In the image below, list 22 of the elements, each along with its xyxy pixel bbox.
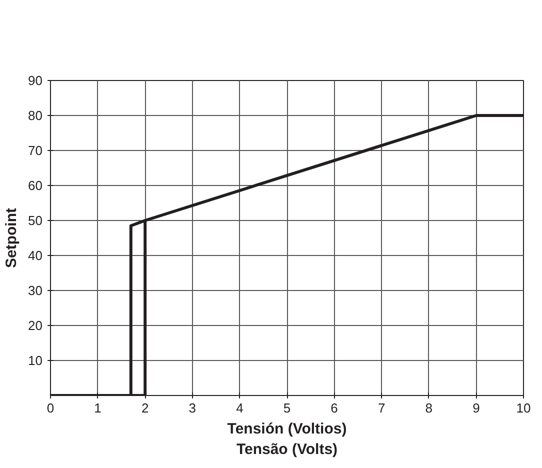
y-tick-label: 90 <box>28 73 43 88</box>
x-tick-label: 2 <box>141 400 149 416</box>
x-axis-title: Tensión (Voltios) Tensão (Volts) <box>227 420 347 458</box>
y-tick-label: 60 <box>28 178 43 193</box>
y-tick-label: 30 <box>28 283 43 298</box>
x-tick-label: 0 <box>46 400 54 416</box>
x-tick-label: 7 <box>378 400 386 416</box>
y-tick-label: 40 <box>28 248 43 263</box>
y-tick-label: 80 <box>28 108 43 123</box>
x-tick-label: 6 <box>330 400 338 416</box>
y-tick-label: 70 <box>28 143 43 158</box>
x-tick-label: 5 <box>283 400 291 416</box>
x-tick-label: 1 <box>94 400 102 416</box>
y-tick-label: 50 <box>28 213 43 228</box>
y-tick-label: 10 <box>28 353 43 368</box>
x-tick-label: 10 <box>516 400 531 416</box>
y-axis-title: Setpoint <box>3 208 20 268</box>
y-tick-label: 20 <box>28 318 43 333</box>
x-tick-label: 9 <box>472 400 480 416</box>
x-tick-label: 3 <box>188 400 196 416</box>
x-tick-label: 4 <box>236 400 244 416</box>
x-tick-label: 8 <box>425 400 433 416</box>
